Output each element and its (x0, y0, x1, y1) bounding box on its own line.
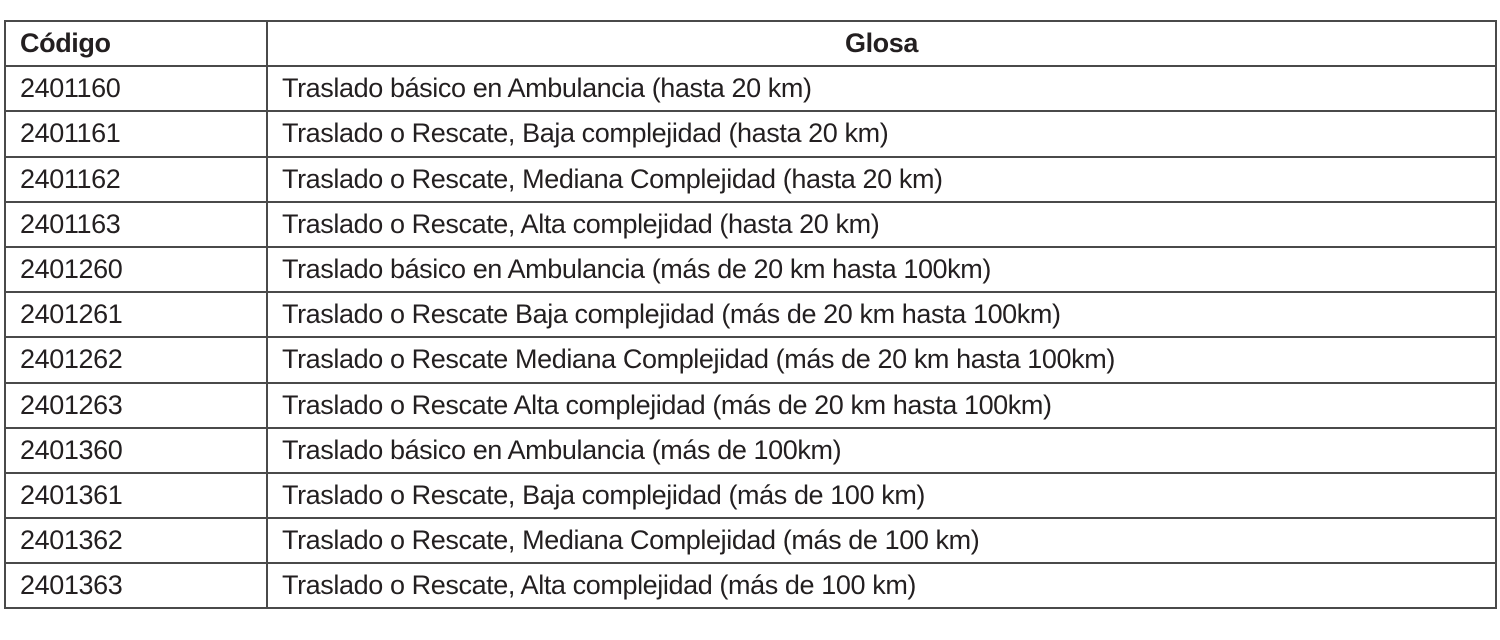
glosa-cell: Traslado o Rescate Alta complejidad (más… (266, 381, 1497, 429)
table-row: 2401263 Traslado o Rescate Alta complejid… (4, 381, 1497, 429)
table-row: 2401160 Traslado básico en Ambulancia (ha… (4, 65, 1497, 113)
code-cell: 2401262 (4, 336, 268, 384)
table-row: 2401262 Traslado o Rescate Mediana Comple… (4, 336, 1497, 384)
table-row: 2401161 Traslado o Rescate, Baja compleji… (4, 110, 1497, 158)
table-row: 2401260 Traslado básico en Ambulancia (má… (4, 245, 1497, 294)
glosa-cell: Traslado o Rescate, Mediana Complejidad … (266, 517, 1497, 565)
header-row: Código Glosa (4, 19, 1497, 68)
glosa-cell: Traslado o Rescate Baja complejidad (más… (266, 291, 1497, 339)
code-cell: 2401162 (4, 155, 268, 203)
code-cell: 2401362 (4, 517, 268, 565)
glosa-cell: Traslado básico en Ambulancia (hasta 20 … (266, 65, 1497, 113)
table-row: 2401360 Traslado básico en Ambulancia (má… (4, 426, 1497, 474)
glosa-cell: Traslado o Rescate, Mediana Complejidad … (266, 155, 1497, 203)
code-cell: 2401260 (4, 245, 268, 294)
code-cell: 2401363 (4, 562, 268, 610)
table-row: 2401163 Traslado o Rescate, Alta compleji… (4, 200, 1497, 248)
table-row: 2401363 Traslado o Rescate, Alta compleji… (4, 562, 1497, 610)
glosa-cell: Traslado básico en Ambulancia (más de 10… (266, 426, 1497, 474)
glosa-cell: Traslado o Rescate, Baja complejidad (má… (266, 471, 1497, 520)
table-row: 2401361 Traslado o Rescate, Baja compleji… (4, 471, 1497, 520)
table-row: 2401261 Traslado o Rescate Baja complejid… (4, 291, 1497, 339)
glosa-cell: Traslado básico en Ambulancia (más de 20… (266, 245, 1497, 294)
header-glosa: Glosa (266, 19, 1497, 68)
code-cell: 2401361 (4, 471, 268, 520)
table-row: 2401162 Traslado o Rescate, Mediana Compl… (4, 155, 1497, 203)
code-cell: 2401163 (4, 200, 268, 248)
glosa-cell: Traslado o Rescate Mediana Complejidad (… (266, 336, 1497, 384)
header-codigo: Código (4, 19, 268, 68)
codes-table: Código Glosa 2401160 Traslado básico en A… (4, 19, 1497, 610)
code-cell: 2401160 (4, 65, 268, 113)
code-cell: 2401263 (4, 381, 268, 429)
glosa-cell: Traslado o Rescate, Alta complejidad (má… (266, 562, 1497, 610)
table-row: 2401362 Traslado o Rescate, Mediana Compl… (4, 517, 1497, 565)
code-cell: 2401161 (4, 110, 268, 158)
glosa-cell: Traslado o Rescate, Baja complejidad (ha… (266, 110, 1497, 158)
code-cell: 2401261 (4, 291, 268, 339)
glosa-cell: Traslado o Rescate, Alta complejidad (ha… (266, 200, 1497, 248)
code-cell: 2401360 (4, 426, 268, 474)
